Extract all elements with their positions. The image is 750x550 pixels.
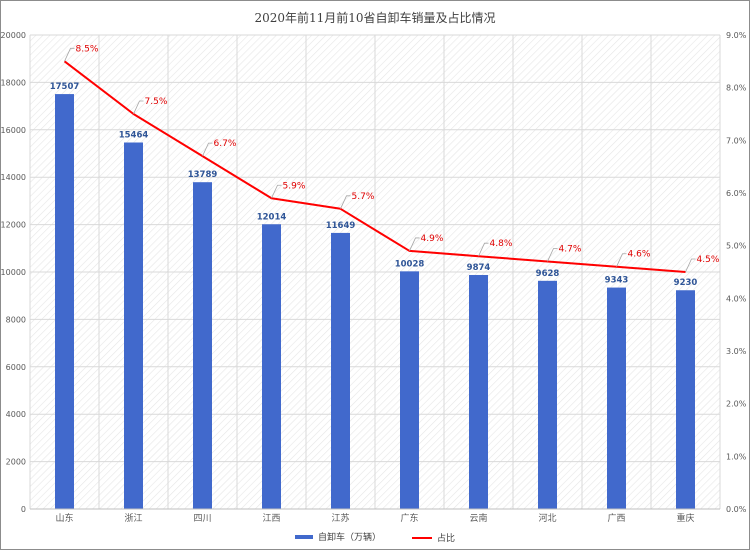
y-right-tick-label: 8.0% xyxy=(726,84,747,93)
y-right-tick-label: 6.0% xyxy=(726,189,747,198)
bar-value-label: 13789 xyxy=(188,170,218,180)
y-right-tick-label: 0.0% xyxy=(726,505,747,514)
y-right-tick-label: 1.0% xyxy=(726,452,747,461)
y-left-tick-label: 12000 xyxy=(1,221,26,230)
bar xyxy=(262,224,281,510)
y-right-tick-label: 4.0% xyxy=(726,294,747,303)
bar-value-label: 10028 xyxy=(395,259,425,269)
leader-line xyxy=(64,47,75,62)
x-tick-label: 山东 xyxy=(55,512,73,524)
x-tick-label: 广西 xyxy=(607,512,625,524)
y-left-tick-label: 18000 xyxy=(1,78,26,87)
legend-label-bar: 自卸车（万辆） xyxy=(318,533,382,543)
x-tick-label: 河北 xyxy=(538,512,556,524)
leader-line xyxy=(685,258,696,273)
bar xyxy=(124,142,143,509)
y-left-tick-label: 16000 xyxy=(1,126,26,135)
bar xyxy=(469,274,488,509)
leader-line xyxy=(547,248,558,262)
share-value-label: 7.5% xyxy=(145,97,168,107)
x-tick-label: 重庆 xyxy=(676,512,694,524)
share-value-label: 4.5% xyxy=(697,255,720,265)
share-value-label: 4.8% xyxy=(490,239,513,249)
y-right-tick-label: 7.0% xyxy=(726,136,747,145)
leader-line xyxy=(409,237,420,252)
bar-value-label: 15464 xyxy=(119,131,149,141)
share-value-label: 5.9% xyxy=(283,181,306,191)
x-tick-label: 云南 xyxy=(469,512,487,524)
chart-title: 2020年前11月前10省自卸车销量及占比情况 xyxy=(254,11,496,25)
legend-swatch-bar xyxy=(295,534,314,539)
x-tick-label: 浙江 xyxy=(124,512,142,524)
bar-value-label: 11649 xyxy=(326,221,356,231)
y-axis-left: 0 2000 4000 6000 8000 10000 12000 14000 16000 180… xyxy=(1,31,26,514)
leader-line xyxy=(271,184,282,199)
y-left-tick-label: 2000 xyxy=(6,458,26,467)
bar-value-label: 9230 xyxy=(674,278,698,288)
y-left-tick-label: 0 xyxy=(21,505,26,514)
leader-line xyxy=(616,253,627,267)
line-series xyxy=(63,60,686,273)
y-left-tick-label: 20000 xyxy=(1,31,26,40)
leader-line xyxy=(340,195,351,209)
legend: 自卸车（万辆） 占比 xyxy=(0,530,750,544)
bar-value-label: 9874 xyxy=(467,263,491,273)
share-line xyxy=(63,60,686,273)
y-left-tick-label: 8000 xyxy=(6,315,26,324)
bar xyxy=(607,287,626,509)
bar xyxy=(400,271,419,509)
bar xyxy=(538,280,557,509)
legend-item-bar: 自卸车（万辆） xyxy=(295,530,381,543)
gridlines xyxy=(29,34,721,510)
x-tick-label: 四川 xyxy=(193,514,211,524)
share-value-label: 4.7% xyxy=(559,244,582,254)
x-tick-label: 江西 xyxy=(262,513,280,524)
y-axis-right: 0.0% 1.0% 2.0% 3.0% 4.0% 5.0% 6.0% 7.0% 8.0% 9.0% xyxy=(726,31,747,514)
bar-value-label: 12014 xyxy=(257,212,287,222)
leader-line xyxy=(202,142,213,157)
y-left-tick-label: 14000 xyxy=(1,173,26,182)
share-value-label: 4.9% xyxy=(421,234,444,244)
bar xyxy=(193,182,212,510)
y-left-tick-label: 4000 xyxy=(6,410,26,419)
leader-line xyxy=(478,242,489,257)
y-left-tick-label: 6000 xyxy=(6,363,26,372)
bar-value-label: 9628 xyxy=(536,269,560,279)
bar-data-labels: 17507 15464 13789 12014 11649 10028 9874 9628 93… xyxy=(50,82,698,288)
line-data-labels: 8.5% 7.5% 6.7% 5.9% 5.7% 4.9% 4.8% 4.7% 4.6% 4.5% xyxy=(64,44,720,273)
x-axis: 山东 浙江 四川 江西 江苏 广东 云南 河北 广西 重庆 xyxy=(30,508,720,524)
y-right-tick-label: 5.0% xyxy=(726,242,747,251)
legend-item-line: 占比 xyxy=(411,531,455,544)
y-right-tick-label: 9.0% xyxy=(726,31,747,40)
leader-line xyxy=(133,100,144,115)
y-right-tick-label: 3.0% xyxy=(726,347,747,356)
share-value-label: 5.7% xyxy=(352,192,375,202)
x-tick-label: 广东 xyxy=(400,512,418,524)
y-right-tick-label: 2.0% xyxy=(726,400,747,409)
legend-swatch-line xyxy=(411,536,432,539)
bar xyxy=(55,94,74,509)
bar-series xyxy=(55,94,695,510)
legend-label-line: 占比 xyxy=(436,534,455,544)
x-tick-label: 江苏 xyxy=(331,512,349,524)
bar-value-label: 17507 xyxy=(50,82,80,92)
bar xyxy=(331,232,350,509)
bar xyxy=(676,290,695,509)
share-value-label: 4.6% xyxy=(628,250,651,260)
share-value-label: 8.5% xyxy=(76,44,99,54)
y-left-tick-label: 10000 xyxy=(1,268,26,277)
bar-value-label: 9343 xyxy=(605,276,629,286)
share-value-label: 6.7% xyxy=(214,139,237,149)
